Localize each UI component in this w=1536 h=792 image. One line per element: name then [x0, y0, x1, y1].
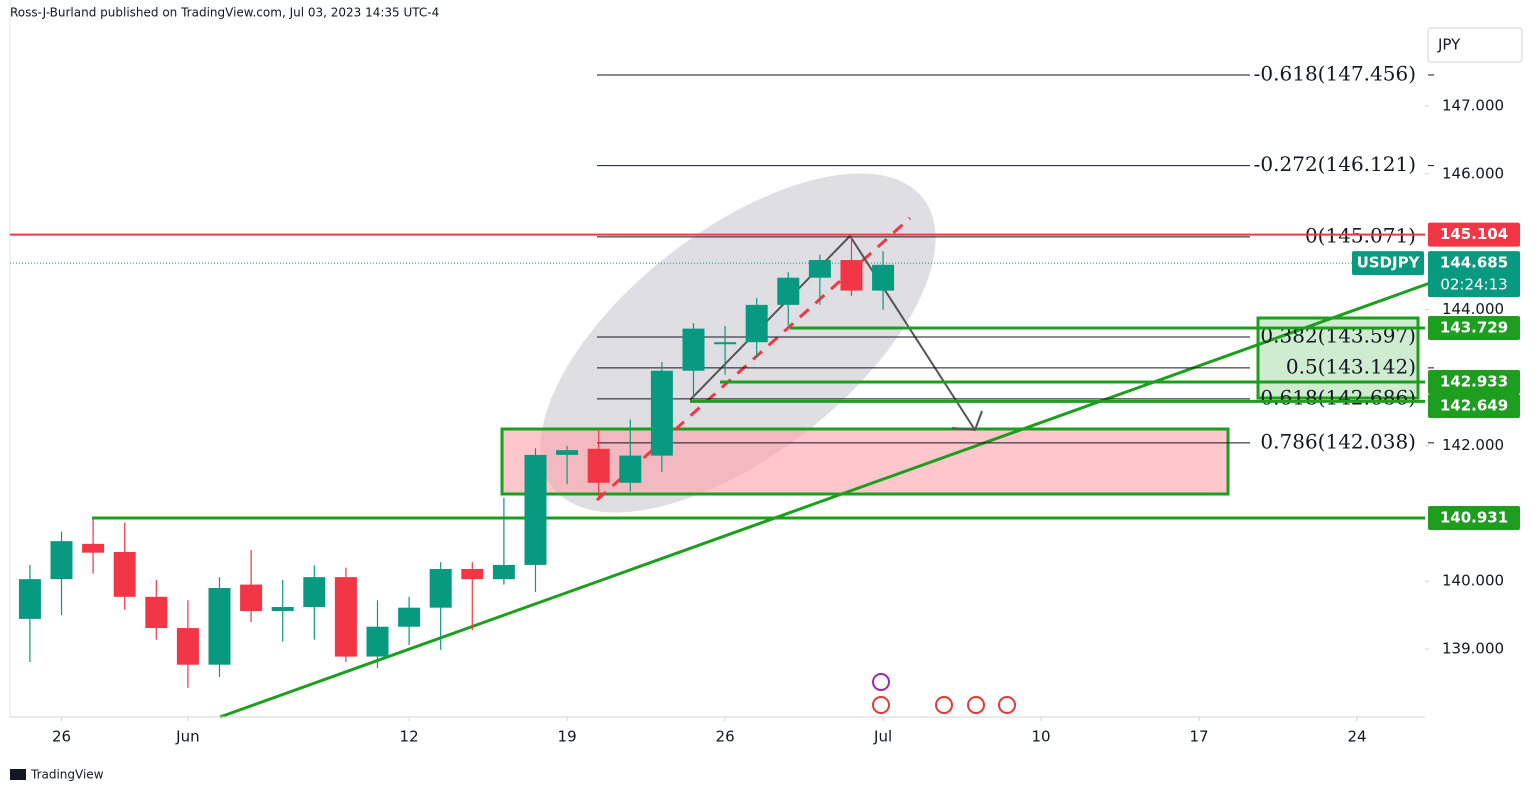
candle-body [524, 454, 547, 565]
x-tick-label: 10 [1032, 728, 1051, 746]
footer: TradingView [30, 768, 104, 782]
price-level-label-box [1428, 222, 1520, 247]
fib-label: -0.272(146.121) [1254, 152, 1416, 176]
candle-body [650, 370, 673, 456]
fib-label: 0.5(143.142) [1286, 354, 1416, 378]
logo [10, 769, 26, 780]
price-level-label-box [1428, 370, 1520, 395]
candle-body [303, 577, 326, 608]
y-tick-label: 146.000 [1442, 164, 1504, 182]
price-level-label: 143.729 [1440, 319, 1508, 337]
candles [18, 235, 895, 688]
countdown: 02:24:13 [1440, 276, 1507, 294]
candle-body [682, 328, 705, 371]
candle-body [872, 264, 895, 291]
arrow-head [951, 410, 983, 432]
y-tick-label: 144.000 [1442, 300, 1504, 318]
currency: JPY [1437, 36, 1461, 54]
candle-body [461, 568, 484, 580]
x-tick-label: Jul [873, 728, 892, 746]
symbol-label: USDJPY [1357, 254, 1421, 272]
event-icon[interactable] [872, 696, 890, 714]
projection-path [689, 234, 976, 431]
price-level-label-box [1428, 316, 1520, 341]
y-tick-label: 140.000 [1442, 572, 1504, 590]
event-icon[interactable] [935, 696, 953, 714]
candle-body [808, 260, 831, 278]
candle-body [82, 543, 105, 553]
x-tick-label: 26 [716, 728, 735, 746]
candle-body [176, 628, 199, 665]
candle-body [208, 587, 231, 665]
price-level-label: 140.931 [1440, 508, 1508, 526]
trendline [219, 281, 1431, 719]
fib-zone [1256, 316, 1420, 400]
candle-body [587, 448, 610, 483]
fib-label: -0.618(147.456) [1254, 61, 1416, 85]
candle-body [50, 541, 73, 580]
fib-label: 0.786(142.038) [1260, 429, 1416, 453]
y-tick-label: 139.000 [1442, 640, 1504, 658]
candle-body [271, 607, 294, 612]
x-tick-label: 24 [1348, 728, 1367, 746]
dashed-trendline [595, 216, 912, 502]
price-level-label: 142.649 [1440, 397, 1508, 415]
fib-label: 0.618(142.686) [1260, 385, 1416, 409]
candle-body [334, 577, 357, 657]
candle-body [113, 552, 136, 597]
price-level-label: 142.933 [1440, 373, 1508, 391]
x-tick-label: 12 [400, 728, 419, 746]
symbol-box [1352, 251, 1424, 276]
candle-body [240, 584, 263, 612]
price-level-label-box [1428, 505, 1520, 530]
candle-body [556, 450, 579, 455]
candle-body [366, 626, 389, 657]
event-icon[interactable] [872, 673, 890, 691]
x-tick-label: 19 [558, 728, 577, 746]
candle-body [714, 342, 737, 345]
event-icon[interactable] [967, 696, 985, 714]
x-tick-label: 17 [1190, 728, 1209, 746]
candle-body [777, 277, 800, 305]
event-icon[interactable] [998, 696, 1016, 714]
candle-body [398, 607, 421, 627]
x-tick-label: 26 [52, 728, 71, 746]
candle-body [745, 304, 768, 343]
y-tick-label: 147.000 [1442, 96, 1504, 114]
header: Ross-J-Burland published on TradingView.… [10, 6, 439, 20]
y-tick-label: 142.000 [1442, 436, 1504, 454]
candle-body [18, 579, 41, 619]
last-price-box [1428, 251, 1520, 298]
x-tick-label: Jun [175, 728, 199, 746]
candle-body [840, 260, 863, 291]
candle-body [145, 596, 168, 629]
price-level-label-box [1428, 394, 1520, 419]
last-price-label: 144.685 [1440, 254, 1508, 272]
candle-body [429, 568, 452, 608]
price-level-label: 145.104 [1440, 225, 1508, 243]
candle-body [492, 564, 515, 580]
candle-body [619, 455, 642, 483]
currency-box[interactable] [1427, 27, 1523, 63]
